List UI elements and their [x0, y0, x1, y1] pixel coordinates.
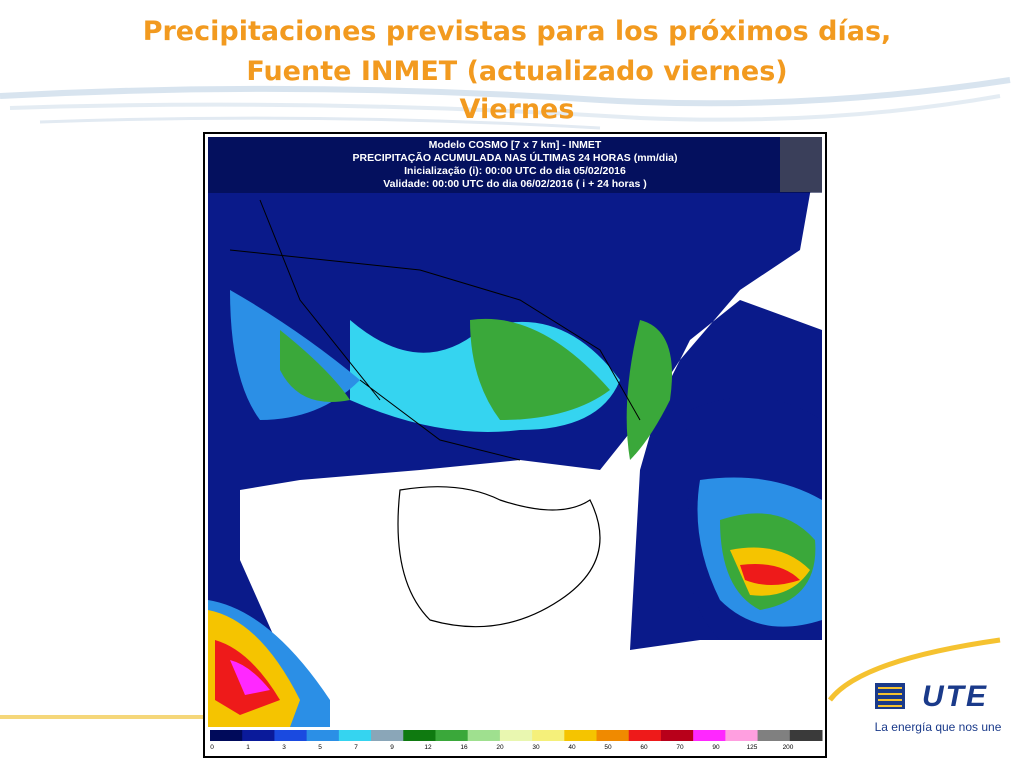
colorbar: 0 1 3 5 7 9 12 16 20 30 40 50 60 70 90 125 200: [210, 730, 823, 751]
logo: [875, 683, 905, 709]
colorbar-bin: [660, 730, 694, 741]
map-header: Modelo COSMO [7 x 7 km] - INMET: [429, 139, 602, 151]
colorbar-bin: [693, 730, 726, 741]
colorbar-label: 60: [640, 744, 648, 751]
colorbar-label: 1: [246, 744, 250, 751]
colorbar-bin: [242, 730, 275, 741]
colorbar-bin: [499, 730, 533, 741]
colorbar-bin: [789, 730, 823, 741]
logo-brand: UTE: [922, 680, 988, 713]
colorbar-label: 40: [568, 744, 576, 751]
colorbar-bin: [757, 730, 791, 741]
colorbar-label: 0: [210, 744, 214, 751]
colorbar-bin: [435, 730, 469, 741]
colorbar-label: 12: [424, 744, 432, 751]
map-header: PRECIPITAÇÃO ACUMULADA NAS ÚLTIMAS 24 HO…: [353, 151, 678, 164]
colorbar-bin: [532, 730, 565, 741]
colorbar-bin: [596, 730, 630, 741]
colorbar-label: 9: [390, 744, 394, 751]
colorbar-bin: [306, 730, 340, 741]
decoration: [0, 77, 1011, 719]
colorbar-label: 70: [676, 744, 684, 751]
title-line: Fuente INMET (actualizado viernes): [246, 56, 787, 87]
colorbar-bin: [628, 730, 662, 741]
colorbar-bin: [725, 730, 759, 741]
colorbar-bin: [467, 730, 501, 741]
logo-tagline: La energía que nos une: [875, 720, 1002, 734]
colorbar-bin: [564, 730, 598, 741]
colorbar-bin: [403, 730, 436, 741]
colorbar-bin: [274, 730, 308, 741]
map-header: Validade: 00:00 UTC do dia 06/02/2016 ( …: [383, 178, 647, 190]
colorbar-label: 50: [604, 744, 612, 751]
colorbar-label: 200: [783, 744, 794, 751]
colorbar-label: 7: [354, 744, 358, 751]
colorbar-label: 30: [532, 744, 540, 751]
colorbar-label: 5: [318, 744, 322, 751]
colorbar-label: 20: [496, 744, 504, 751]
colorbar-label: 3: [282, 744, 286, 751]
title-line: Viernes: [460, 94, 575, 125]
colorbar-label: 90: [712, 744, 720, 751]
colorbar-label: 125: [747, 744, 758, 751]
colorbar-bin: [210, 730, 243, 741]
colorbar-bin: [338, 730, 372, 741]
colorbar-label: 16: [460, 744, 468, 751]
map: [203, 132, 827, 758]
map-header: Inicialização (i): 00:00 UTC do dia 05/0…: [404, 165, 626, 177]
colorbar-bin: [371, 730, 404, 741]
title-line: Precipitaciones previstas para los próxi…: [143, 16, 892, 47]
